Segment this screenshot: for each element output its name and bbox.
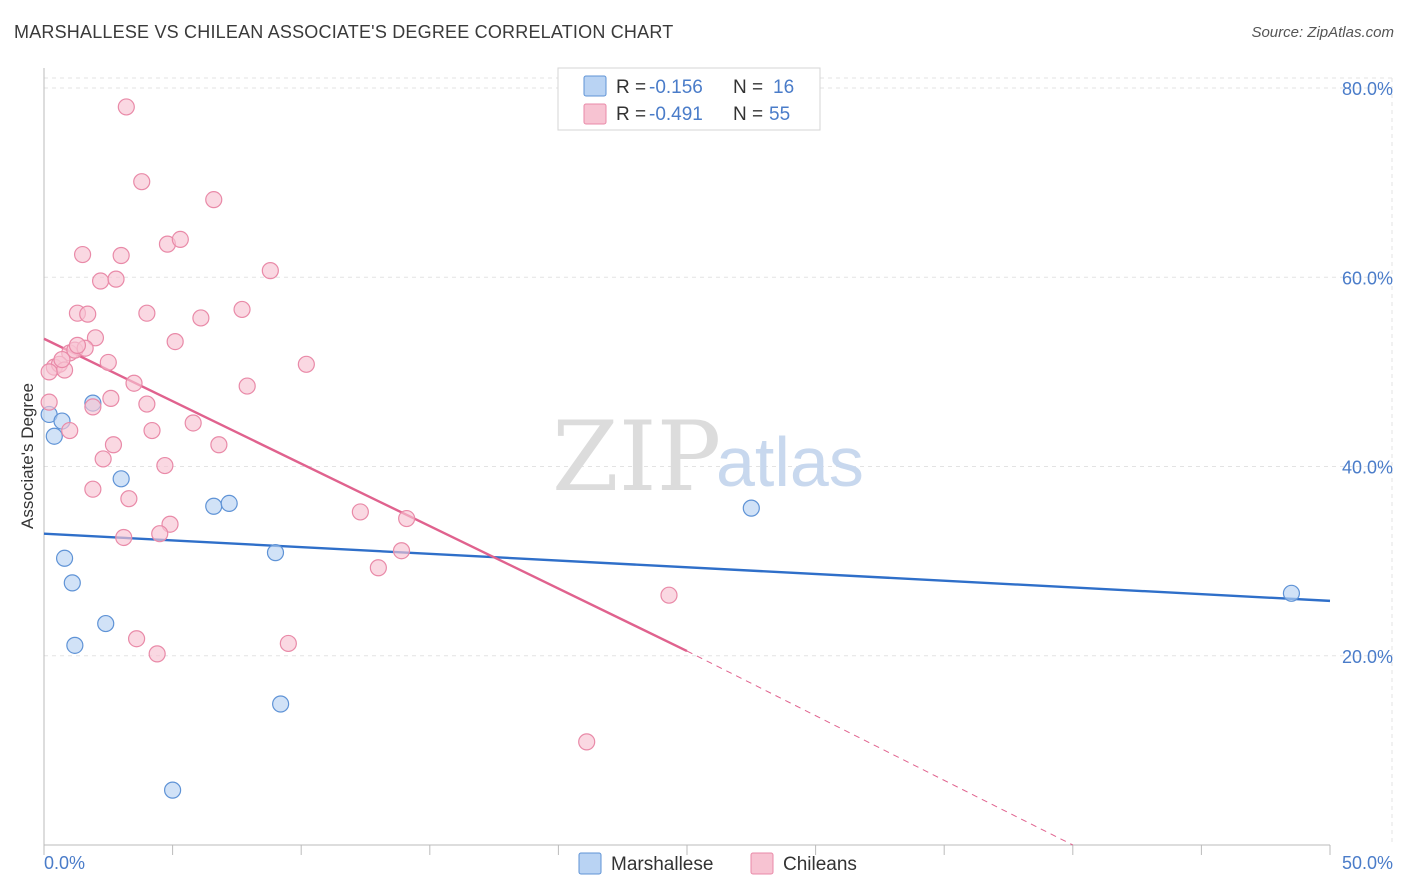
legend-r-value: -0.156 <box>649 77 703 98</box>
chilean-point <box>138 395 156 413</box>
chilean-point <box>143 421 161 440</box>
chilean-point <box>138 304 156 322</box>
chilean-point <box>127 630 146 648</box>
chilean-point <box>104 436 123 454</box>
marshallese-point <box>97 614 115 633</box>
chilean-point <box>369 559 387 577</box>
chilean-point <box>151 525 169 543</box>
chilean-point <box>115 528 133 547</box>
source-label: Source: ZipAtlas.com <box>1251 24 1394 41</box>
legend-swatch-marshallese <box>583 75 607 97</box>
marshallese-point <box>220 494 238 513</box>
chilean-point <box>125 374 143 392</box>
watermark-atlas: atlas <box>716 423 864 501</box>
chilean-point <box>578 733 596 751</box>
marshallese-point <box>272 695 290 713</box>
chilean-point <box>261 262 279 280</box>
chilean-point <box>166 332 184 351</box>
chilean-point <box>40 393 58 411</box>
chilean-point <box>73 245 92 264</box>
chilean-point <box>79 305 97 323</box>
y-tick-label: 20.0% <box>1342 647 1393 667</box>
chilean-point <box>279 634 297 653</box>
x-tick-label: 0.0% <box>44 853 85 873</box>
marshallese-trend-line <box>43 532 1331 603</box>
y-tick-label: 80.0% <box>1342 79 1393 99</box>
legend-r-label: R = <box>616 104 646 125</box>
marshallese-point <box>1282 584 1301 602</box>
chilean-point <box>91 272 110 290</box>
chilean-point <box>351 503 369 521</box>
chilean-point <box>107 270 125 288</box>
legend-marshallese-label: Marshallese <box>611 854 713 875</box>
marshallese-point <box>205 497 223 515</box>
chilean-point <box>238 377 256 395</box>
correlation-legend: R = -0.156 N = 16 R = -0.491 N = 55 <box>557 67 821 131</box>
chilean-point <box>148 645 166 663</box>
chilean-point <box>205 191 223 209</box>
chilean-point <box>133 173 151 191</box>
marshallese-point <box>66 636 84 654</box>
legend-r-label: R = <box>616 77 646 98</box>
marshallese-point <box>742 499 760 517</box>
chilean-trend-extension <box>686 650 1074 846</box>
y-axis-label: Associate's Degree <box>18 383 37 529</box>
marshallese-point <box>164 781 182 799</box>
chilean-point <box>392 542 411 560</box>
y-tick-label: 40.0% <box>1342 458 1393 478</box>
marshallese-point <box>112 470 130 488</box>
chilean-point <box>86 329 105 347</box>
legend-n-label: N = <box>733 104 763 125</box>
chilean-point <box>297 355 315 373</box>
legend-swatch-chileans <box>583 103 607 125</box>
trend-lines <box>43 337 1331 846</box>
chilean-point <box>53 350 71 369</box>
chilean-point <box>84 398 102 416</box>
series-legend: Marshallese Chileans <box>578 852 857 875</box>
marshallese-point <box>266 544 285 562</box>
chilean-point <box>233 300 251 319</box>
chart-title: MARSHALLESE VS CHILEAN ASSOCIATE'S DEGRE… <box>14 22 674 42</box>
chilean-point <box>210 436 228 454</box>
legend-swatch-marshallese <box>578 852 602 875</box>
chilean-point <box>112 246 130 265</box>
axes <box>43 68 1331 855</box>
watermark-zip: ZIP <box>552 401 721 513</box>
chilean-point <box>102 389 120 407</box>
chilean-point <box>660 586 678 604</box>
tick-labels: 20.0% 40.0% 60.0% 80.0% 0.0% 50.0% <box>44 79 1393 873</box>
chilean-point <box>192 309 210 327</box>
chilean-point <box>117 98 135 116</box>
chilean-point <box>84 480 102 498</box>
legend-r-value: -0.491 <box>649 104 703 125</box>
chilean-trend-line <box>43 337 688 653</box>
marshallese-point <box>45 427 63 445</box>
legend-chileans-label: Chileans <box>783 854 857 875</box>
legend-n-label: N = <box>733 77 763 98</box>
chilean-point <box>398 509 416 528</box>
chilean-point <box>184 414 202 432</box>
chilean-point <box>120 490 138 508</box>
x-tick-label: 50.0% <box>1342 853 1393 873</box>
marshallese-point <box>63 574 81 592</box>
legend-swatch-chileans <box>750 852 774 875</box>
chilean-point <box>61 421 79 440</box>
chilean-point <box>40 363 58 381</box>
marshallese-point <box>55 549 74 567</box>
y-tick-label: 60.0% <box>1342 268 1393 288</box>
legend-n-value: 16 <box>773 77 794 98</box>
chilean-point <box>94 450 112 468</box>
legend-n-value: 55 <box>769 104 790 125</box>
chilean-point <box>68 336 87 354</box>
data-points <box>40 98 1301 799</box>
chilean-point <box>156 456 174 475</box>
chilean-point <box>171 230 189 248</box>
chilean-point <box>99 353 117 372</box>
